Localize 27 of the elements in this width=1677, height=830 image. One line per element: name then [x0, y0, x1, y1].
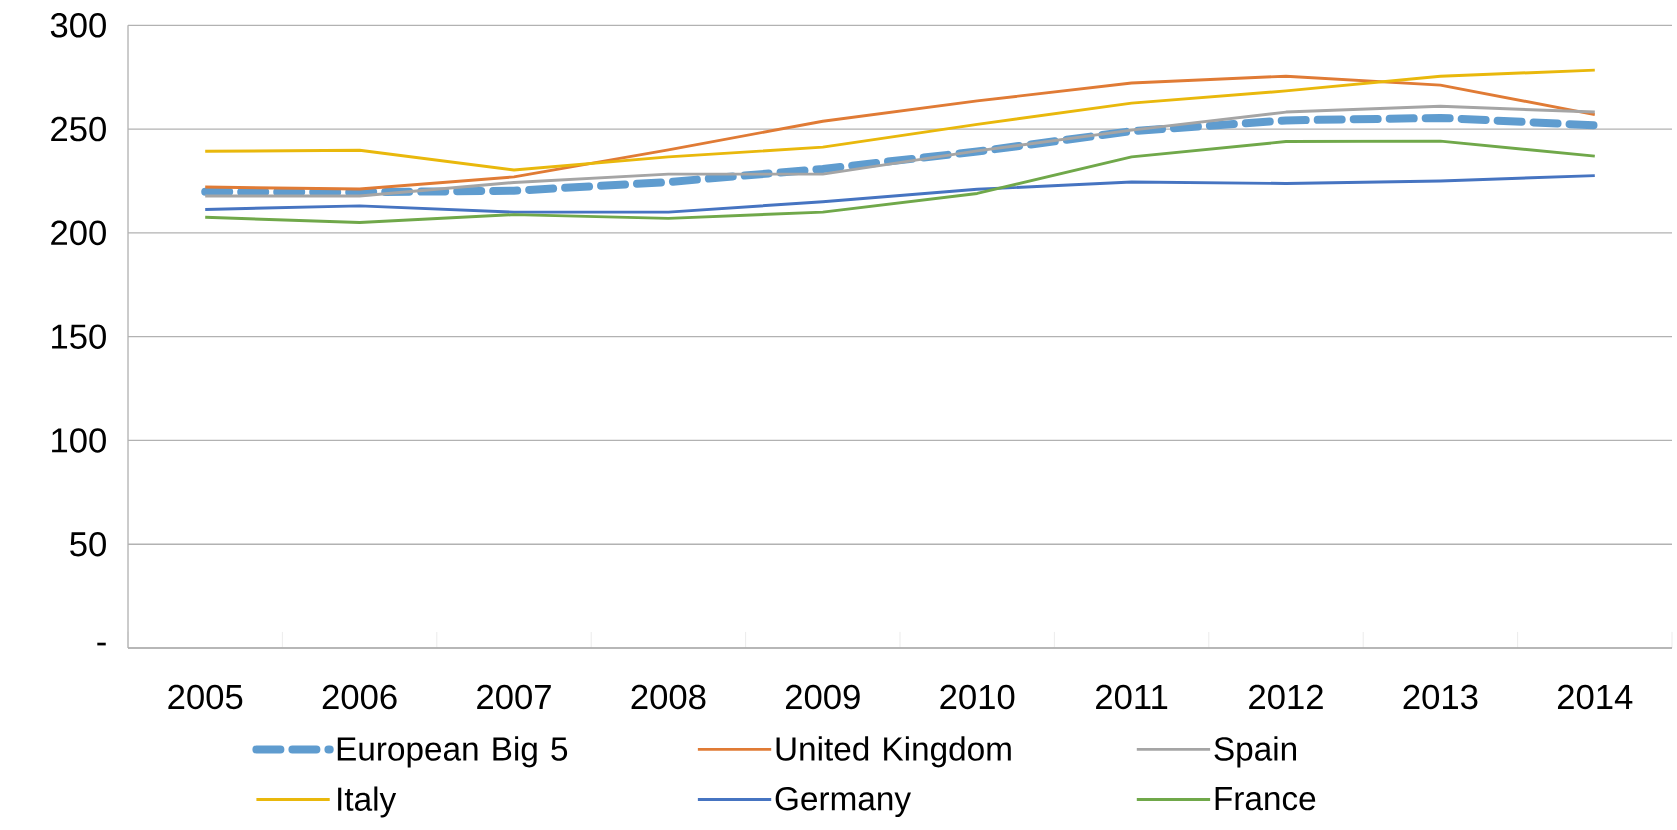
y-tick-label: 50	[70, 531, 106, 557]
x-tick-label: 2005	[168, 684, 243, 710]
legend-label: Germany	[775, 786, 911, 818]
legend-label: European Big 5	[337, 736, 568, 768]
x-tick-label: 2012	[1249, 684, 1323, 710]
x-tick-label: 2008	[631, 684, 706, 710]
x-tick-label: 2013	[1403, 684, 1478, 710]
legend-label: United Kingdom	[776, 736, 1011, 768]
y-tick-label: -	[97, 642, 106, 646]
line-series	[203, 74, 1597, 191]
y-tick-label: 150	[52, 324, 106, 349]
x-tick-label: 2010	[940, 684, 1015, 710]
legend-label: Italy	[338, 786, 397, 818]
y-tick-label: 200	[51, 220, 106, 246]
x-tick-label: 2009	[785, 684, 860, 710]
x-tick-label: 2011	[1096, 684, 1168, 710]
x-tick-label: 2007	[477, 684, 551, 710]
legend-label: Spain	[1214, 736, 1296, 768]
x-tick-label: 2014	[1557, 684, 1633, 710]
line-series	[203, 68, 1597, 172]
y-tick-label: 100	[52, 428, 106, 453]
line-series	[203, 174, 1597, 214]
x-tick-label: 2006	[322, 684, 397, 710]
y-tick-label: 300	[50, 13, 106, 38]
line-series	[203, 139, 1597, 224]
legend-label: France	[1215, 787, 1316, 811]
y-tick-label: 250	[51, 116, 106, 142]
